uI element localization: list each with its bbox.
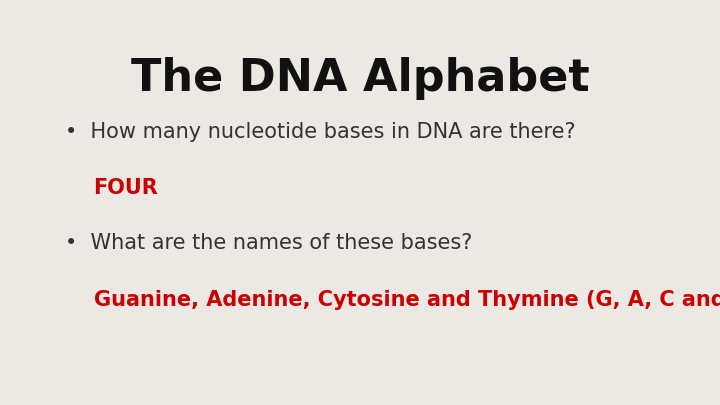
Text: The DNA Alphabet: The DNA Alphabet <box>131 57 589 100</box>
Text: •  How many nucleotide bases in DNA are there?: • How many nucleotide bases in DNA are t… <box>65 122 575 141</box>
Text: •  What are the names of these bases?: • What are the names of these bases? <box>65 233 472 253</box>
Text: Guanine, Adenine, Cytosine and Thymine (G, A, C and T): Guanine, Adenine, Cytosine and Thymine (… <box>94 290 720 309</box>
Text: FOUR: FOUR <box>94 178 158 198</box>
